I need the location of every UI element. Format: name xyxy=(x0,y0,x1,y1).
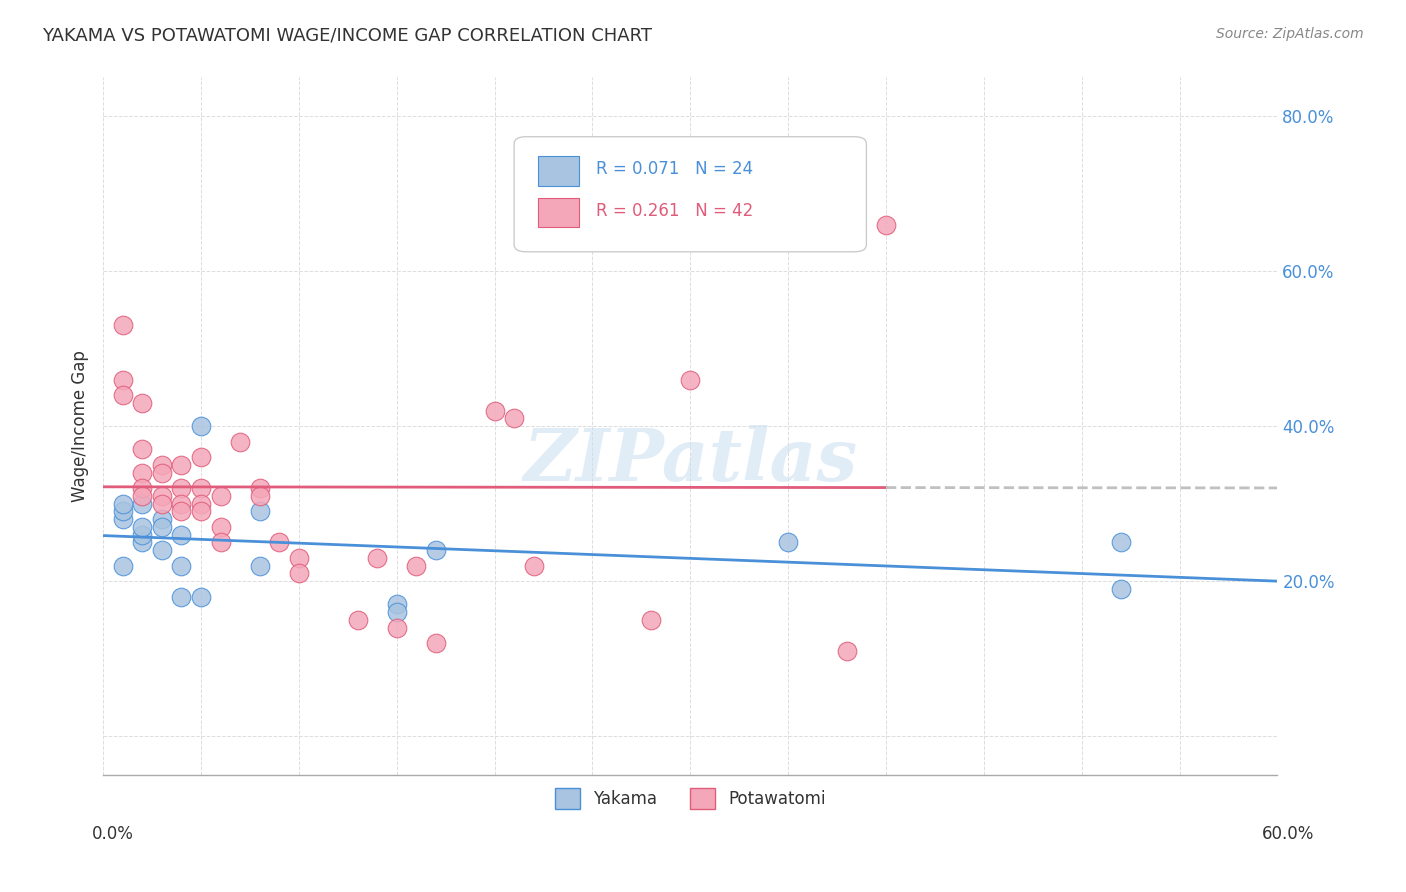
Point xyxy=(150,520,173,534)
Point xyxy=(131,535,153,549)
Point xyxy=(1109,582,1132,596)
Point xyxy=(269,535,291,549)
Point xyxy=(111,318,134,333)
Point xyxy=(190,419,212,434)
Point xyxy=(131,396,153,410)
Point xyxy=(523,558,546,573)
Point xyxy=(150,458,173,472)
Point xyxy=(150,466,173,480)
Point xyxy=(131,466,153,480)
Bar xyxy=(537,198,579,227)
Text: R = 0.071   N = 24: R = 0.071 N = 24 xyxy=(596,161,754,178)
Point xyxy=(778,535,800,549)
Point xyxy=(679,373,702,387)
Point xyxy=(170,481,193,495)
FancyBboxPatch shape xyxy=(515,136,866,252)
Point xyxy=(835,644,858,658)
Point xyxy=(131,520,153,534)
Point xyxy=(366,550,388,565)
Point xyxy=(209,520,232,534)
Point xyxy=(111,558,134,573)
Point xyxy=(111,497,134,511)
Point xyxy=(385,605,408,619)
Point xyxy=(111,373,134,387)
Text: R = 0.261   N = 42: R = 0.261 N = 42 xyxy=(596,202,754,220)
Text: 0.0%: 0.0% xyxy=(91,825,134,843)
Point xyxy=(229,434,252,449)
Point xyxy=(190,481,212,495)
Point xyxy=(131,442,153,457)
Point xyxy=(249,558,271,573)
Point xyxy=(640,613,662,627)
Point xyxy=(170,527,193,541)
Point xyxy=(150,489,173,503)
Bar xyxy=(537,156,579,186)
Text: ZIPatlas: ZIPatlas xyxy=(523,425,858,497)
Point xyxy=(405,558,427,573)
Point xyxy=(170,590,193,604)
Point xyxy=(150,512,173,526)
Point xyxy=(209,489,232,503)
Point xyxy=(523,226,546,240)
Point xyxy=(131,497,153,511)
Point xyxy=(249,504,271,518)
Point xyxy=(385,598,408,612)
Point xyxy=(170,504,193,518)
Point xyxy=(150,543,173,558)
Point xyxy=(170,458,193,472)
Text: 60.0%: 60.0% xyxy=(1263,825,1315,843)
Point xyxy=(1109,535,1132,549)
Point xyxy=(249,489,271,503)
Point xyxy=(190,504,212,518)
Point xyxy=(875,218,897,232)
Point xyxy=(385,621,408,635)
Point xyxy=(131,489,153,503)
Point xyxy=(131,481,153,495)
Point xyxy=(111,504,134,518)
Point xyxy=(425,543,447,558)
Point xyxy=(150,497,173,511)
Point xyxy=(288,566,311,581)
Point xyxy=(190,450,212,464)
Point xyxy=(425,636,447,650)
Point xyxy=(111,512,134,526)
Point xyxy=(170,497,193,511)
Y-axis label: Wage/Income Gap: Wage/Income Gap xyxy=(72,351,89,502)
Point xyxy=(131,527,153,541)
Point xyxy=(190,497,212,511)
Point xyxy=(209,535,232,549)
Text: Source: ZipAtlas.com: Source: ZipAtlas.com xyxy=(1216,27,1364,41)
Text: YAKAMA VS POTAWATOMI WAGE/INCOME GAP CORRELATION CHART: YAKAMA VS POTAWATOMI WAGE/INCOME GAP COR… xyxy=(42,27,652,45)
Point xyxy=(190,590,212,604)
Point xyxy=(249,481,271,495)
Point xyxy=(484,403,506,417)
Legend: Yakama, Potawatomi: Yakama, Potawatomi xyxy=(548,781,832,815)
Point xyxy=(111,388,134,402)
Point xyxy=(346,613,368,627)
Point xyxy=(503,411,526,425)
Point xyxy=(170,558,193,573)
Point xyxy=(288,550,311,565)
